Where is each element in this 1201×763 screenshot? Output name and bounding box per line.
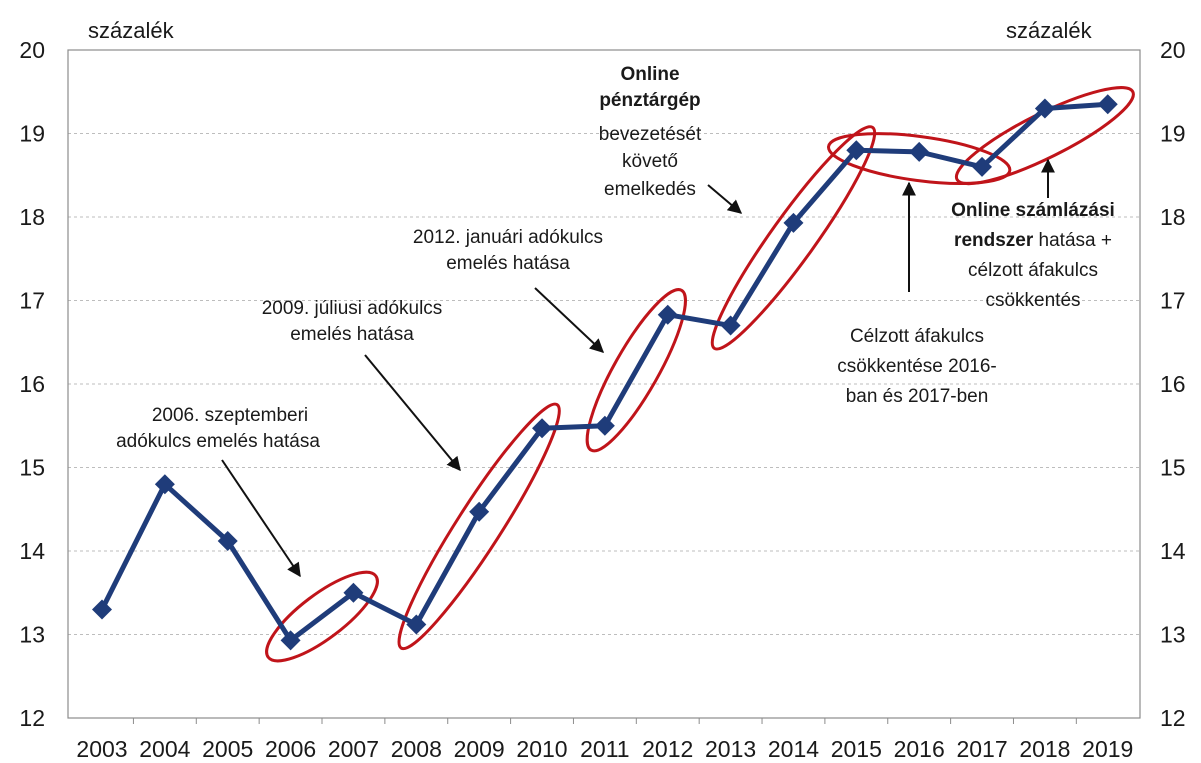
annotation-2006: 2006. szeptemberi adókulcs emelés hatása	[116, 405, 320, 578]
highlight-ellipse	[954, 86, 1135, 186]
annotation-online-penztargep-line-3: emelkedés	[604, 179, 696, 200]
annotation-2012-arrow	[534, 287, 605, 353]
x-tick-label: 2017	[956, 736, 1007, 762]
annotation-2009-arrow	[364, 354, 461, 472]
highlight-ellipses	[265, 86, 1135, 663]
annotation-online-penztargep-line-2: követő	[622, 151, 678, 172]
plot-frame	[67, 49, 1141, 719]
annotation-2012: 2012. januári adókulcs emelés hatása	[413, 227, 605, 353]
x-tick-label: 2009	[454, 736, 505, 762]
annotation-celzott: Célzott áfakulcs csökkentése 2016- ban é…	[837, 181, 997, 407]
x-tick-label: 2011	[580, 736, 629, 762]
x-tick-label: 2019	[1082, 736, 1133, 762]
y-tick-label-right: 14	[1160, 538, 1186, 564]
x-tick-label: 2015	[831, 736, 882, 762]
y-tick-label-left: 15	[19, 455, 45, 481]
y-tick-label-right: 18	[1160, 204, 1186, 230]
annotation-online-penztargep-arrow	[707, 184, 743, 214]
x-tick-label: 2018	[1019, 736, 1070, 762]
data-point-2017	[972, 156, 993, 177]
data-point-2006	[280, 630, 301, 651]
annotation-online-szamlazasi-line-2-rest: hatása +	[1033, 230, 1112, 251]
y-tick-label-right: 15	[1160, 455, 1186, 481]
y-tick-label-right: 12	[1160, 705, 1186, 731]
data-point-2015	[846, 140, 867, 161]
y-tick-label-right: 17	[1160, 288, 1186, 314]
data-point-2014	[783, 212, 804, 233]
data-point-2007	[343, 582, 364, 603]
x-tick-label: 2010	[516, 736, 567, 762]
annotation-online-szamlazasi-line-2-bold: rendszer	[954, 230, 1034, 251]
x-tick-label: 2016	[894, 736, 945, 762]
data-point-2008	[406, 614, 427, 635]
annotation-online-szamlazasi-line-4: csökkentés	[985, 290, 1080, 311]
y-axis-left: 12 13 14 15 16 17 18 19 20	[19, 37, 45, 731]
data-point-2005	[217, 530, 238, 551]
annotation-2006-line-1: 2006. szeptemberi	[152, 405, 308, 426]
y-tick-label-left: 20	[19, 37, 45, 63]
data-point-2003	[92, 599, 112, 620]
y-tick-label-right: 16	[1160, 371, 1186, 397]
y-tick-label-left: 12	[19, 705, 45, 731]
highlight-ellipse	[265, 570, 379, 663]
x-tick-label: 2007	[328, 736, 379, 762]
y-tick-label-left: 13	[19, 622, 45, 648]
annotation-2012-line-2: emelés hatása	[446, 253, 570, 274]
y-tick-label-left: 18	[19, 204, 45, 230]
annotation-celzott-line-1: Célzott áfakulcs	[850, 326, 984, 347]
y-tick-label-right: 20	[1160, 37, 1186, 63]
y-tick-label-left: 16	[19, 371, 45, 397]
annotation-online-szamlazasi-line-3: célzott áfakulcs	[968, 260, 1098, 281]
data-point-2019	[1097, 94, 1118, 115]
x-tick-label: 2003	[76, 736, 127, 762]
x-tick-label: 2013	[705, 736, 756, 762]
y-tick-label-left: 17	[19, 288, 45, 314]
y-tick-label-left: 14	[19, 538, 45, 564]
x-tick-label: 2008	[391, 736, 442, 762]
annotation-online-szamlazasi-line-1: Online számlázási	[951, 200, 1115, 221]
data-point-2012	[657, 304, 678, 325]
data-point-2010	[532, 418, 553, 439]
data-point-2011	[594, 415, 615, 436]
annotation-2006-line-2: adókulcs emelés hatása	[116, 431, 320, 452]
data-point-2009	[469, 501, 490, 522]
annotation-2009-line-2: emelés hatása	[290, 324, 414, 345]
data-point-2018	[1034, 98, 1055, 119]
annotation-celzott-line-3: ban és 2017-ben	[846, 386, 989, 407]
highlight-ellipse	[397, 402, 561, 651]
series-points	[92, 94, 1118, 651]
annotation-online-penztargep-bold-1: Online	[620, 64, 679, 85]
annotation-2006-arrow	[221, 459, 301, 578]
annotation-online-penztargep-bold-2: pénztárgép	[599, 90, 700, 111]
x-axis: 2003 2004 2005 2006 2007 2008 2009 2010 2011 2012…	[76, 718, 1133, 762]
x-tick-label: 2014	[768, 736, 819, 762]
y-axis-right-label: százalék	[1006, 18, 1093, 43]
annotation-2009: 2009. júliusi adókulcs emelés hatása	[262, 298, 461, 472]
x-tick-label: 2004	[139, 736, 190, 762]
y-axis-right: 12 13 14 15 16 17 18 19 20	[1160, 37, 1186, 731]
highlight-ellipse	[585, 288, 687, 453]
y-tick-label-left: 19	[19, 121, 45, 147]
data-point-2016	[909, 141, 930, 162]
y-tick-label-right: 19	[1160, 121, 1186, 147]
data-point-2004	[154, 474, 175, 495]
annotation-online-penztargep-line-1: bevezetését	[599, 124, 702, 145]
annotation-online-szamlazasi-line-2: rendszer hatása +	[954, 230, 1112, 251]
annotation-celzott-line-2: csökkentése 2016-	[837, 356, 997, 377]
x-tick-label: 2006	[265, 736, 316, 762]
x-tick-label: 2005	[202, 736, 253, 762]
y-tick-label-right: 13	[1160, 622, 1186, 648]
annotation-online-szamlazasi: Online számlázási rendszer hatása + célz…	[951, 158, 1115, 311]
highlight-ellipse	[827, 132, 1012, 185]
highlight-ellipse	[710, 125, 877, 351]
y-axis-left-label: százalék	[88, 18, 175, 43]
annotation-2009-line-1: 2009. júliusi adókulcs	[262, 298, 443, 319]
annotation-2012-line-1: 2012. januári adókulcs	[413, 227, 603, 248]
annotation-online-penztargep: Online pénztárgép bevezetését követő eme…	[599, 64, 743, 214]
data-point-2013	[720, 315, 741, 336]
x-tick-label: 2012	[642, 736, 693, 762]
